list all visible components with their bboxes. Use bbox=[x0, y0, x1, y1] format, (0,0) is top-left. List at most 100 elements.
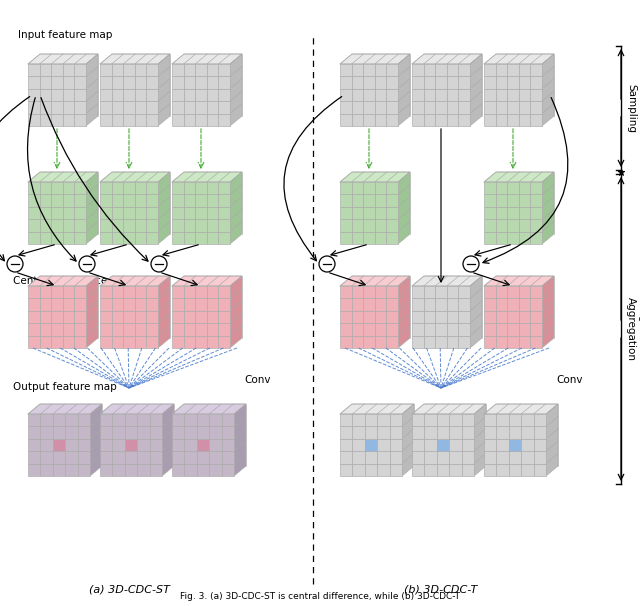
Polygon shape bbox=[172, 451, 184, 464]
Polygon shape bbox=[364, 182, 375, 195]
Polygon shape bbox=[100, 231, 111, 244]
Polygon shape bbox=[435, 113, 447, 126]
Polygon shape bbox=[521, 414, 534, 427]
Polygon shape bbox=[398, 172, 410, 244]
Polygon shape bbox=[507, 76, 519, 89]
Polygon shape bbox=[28, 336, 40, 348]
Polygon shape bbox=[172, 298, 184, 311]
Polygon shape bbox=[74, 336, 86, 348]
Polygon shape bbox=[387, 286, 398, 298]
Polygon shape bbox=[172, 182, 184, 195]
Polygon shape bbox=[458, 298, 470, 311]
Polygon shape bbox=[484, 464, 497, 476]
Polygon shape bbox=[135, 298, 147, 311]
Polygon shape bbox=[351, 182, 364, 195]
Polygon shape bbox=[207, 298, 218, 311]
Polygon shape bbox=[484, 101, 495, 113]
Polygon shape bbox=[484, 64, 495, 76]
Polygon shape bbox=[542, 276, 554, 348]
Polygon shape bbox=[519, 182, 531, 195]
Polygon shape bbox=[74, 323, 86, 336]
Polygon shape bbox=[365, 414, 377, 427]
Polygon shape bbox=[340, 451, 353, 464]
Polygon shape bbox=[150, 414, 162, 427]
Polygon shape bbox=[90, 404, 102, 476]
Polygon shape bbox=[162, 404, 174, 476]
Polygon shape bbox=[412, 404, 486, 414]
Polygon shape bbox=[218, 323, 230, 336]
Polygon shape bbox=[65, 414, 77, 427]
Polygon shape bbox=[424, 298, 435, 311]
Polygon shape bbox=[158, 276, 170, 348]
Polygon shape bbox=[51, 311, 63, 323]
Polygon shape bbox=[135, 231, 147, 244]
Polygon shape bbox=[172, 101, 184, 113]
Polygon shape bbox=[461, 439, 474, 451]
Polygon shape bbox=[458, 101, 470, 113]
Polygon shape bbox=[111, 76, 123, 89]
Polygon shape bbox=[40, 323, 51, 336]
Polygon shape bbox=[398, 54, 410, 126]
Polygon shape bbox=[218, 76, 230, 89]
Polygon shape bbox=[40, 219, 51, 231]
Polygon shape bbox=[458, 64, 470, 76]
Polygon shape bbox=[495, 64, 508, 76]
Polygon shape bbox=[209, 451, 221, 464]
Polygon shape bbox=[209, 427, 221, 439]
Polygon shape bbox=[197, 439, 209, 451]
Polygon shape bbox=[534, 451, 546, 464]
Polygon shape bbox=[484, 404, 558, 414]
Polygon shape bbox=[77, 414, 90, 427]
Polygon shape bbox=[123, 219, 135, 231]
Polygon shape bbox=[230, 54, 242, 126]
Polygon shape bbox=[63, 64, 74, 76]
Polygon shape bbox=[195, 231, 207, 244]
Polygon shape bbox=[74, 207, 86, 219]
Polygon shape bbox=[412, 276, 482, 286]
Polygon shape bbox=[484, 276, 554, 286]
Circle shape bbox=[319, 256, 335, 272]
Polygon shape bbox=[412, 439, 424, 451]
Polygon shape bbox=[458, 311, 470, 323]
Polygon shape bbox=[435, 101, 447, 113]
Polygon shape bbox=[375, 311, 387, 323]
Polygon shape bbox=[137, 414, 150, 427]
Polygon shape bbox=[375, 64, 387, 76]
Polygon shape bbox=[63, 76, 74, 89]
Polygon shape bbox=[197, 464, 209, 476]
Polygon shape bbox=[40, 414, 52, 427]
Polygon shape bbox=[100, 182, 111, 195]
Polygon shape bbox=[387, 89, 398, 101]
Polygon shape bbox=[172, 195, 184, 207]
Polygon shape bbox=[51, 101, 63, 113]
Polygon shape bbox=[195, 298, 207, 311]
Polygon shape bbox=[412, 76, 424, 89]
Polygon shape bbox=[484, 207, 495, 219]
Polygon shape bbox=[412, 311, 424, 323]
Polygon shape bbox=[77, 427, 90, 439]
Polygon shape bbox=[351, 311, 364, 323]
Polygon shape bbox=[197, 451, 209, 464]
Polygon shape bbox=[207, 76, 218, 89]
Polygon shape bbox=[100, 207, 111, 219]
Polygon shape bbox=[207, 219, 218, 231]
Polygon shape bbox=[184, 311, 195, 323]
Polygon shape bbox=[207, 336, 218, 348]
Polygon shape bbox=[40, 182, 51, 195]
Polygon shape bbox=[135, 219, 147, 231]
Polygon shape bbox=[542, 54, 554, 126]
Polygon shape bbox=[158, 172, 170, 244]
Polygon shape bbox=[449, 427, 461, 439]
Polygon shape bbox=[412, 451, 424, 464]
Polygon shape bbox=[390, 414, 402, 427]
Polygon shape bbox=[375, 323, 387, 336]
Polygon shape bbox=[435, 64, 447, 76]
Polygon shape bbox=[375, 182, 387, 195]
Polygon shape bbox=[424, 101, 435, 113]
Polygon shape bbox=[495, 336, 508, 348]
Polygon shape bbox=[387, 101, 398, 113]
Polygon shape bbox=[40, 286, 51, 298]
Polygon shape bbox=[437, 439, 449, 451]
Polygon shape bbox=[184, 89, 195, 101]
Polygon shape bbox=[458, 76, 470, 89]
